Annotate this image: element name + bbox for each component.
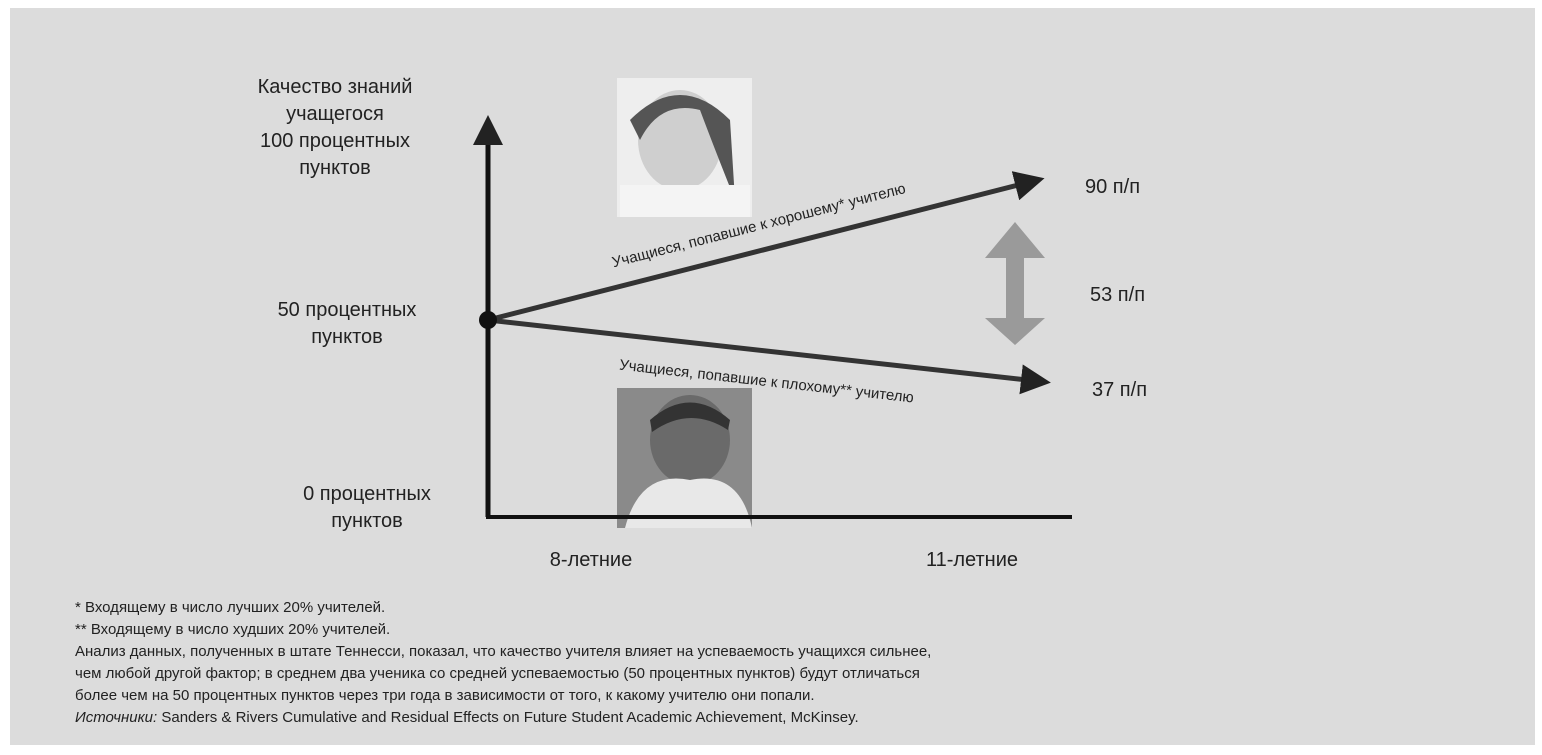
- source: Источники: Sanders & Rivers Cumulative a…: [75, 709, 859, 726]
- arrow-good: [487, 171, 1045, 323]
- gap-arrow: [985, 222, 1045, 345]
- y-title: пунктов: [299, 157, 371, 179]
- photo-girl: [617, 78, 752, 217]
- gap-value: 53 п/п: [1090, 284, 1145, 306]
- note: Анализ данных, полученных в штате Теннес…: [75, 643, 931, 660]
- y-title: 100 процентных: [260, 130, 410, 152]
- x-label: 11-летние: [926, 549, 1018, 571]
- note: * Входящему в число лучших 20% учителей.: [75, 599, 385, 616]
- y-label-mid: 50 процентных: [278, 299, 417, 321]
- panel: [10, 8, 1535, 745]
- note: более чем на 50 процентных пунктов через…: [75, 687, 815, 704]
- y-label-bottom: 0 процентных: [303, 483, 431, 505]
- note: ** Входящему в число худших 20% учителей…: [75, 621, 390, 638]
- y-label-bottom: пунктов: [331, 510, 403, 532]
- source-text: Sanders & Rivers Cumulative and Residual…: [157, 709, 858, 726]
- end-value: 90 п/п: [1085, 176, 1140, 198]
- y-title: Качество знаний: [258, 76, 413, 98]
- start-dot: [479, 311, 497, 329]
- arrow-bad: [487, 317, 1051, 395]
- photo-boy: [617, 388, 752, 528]
- source-label: Источники:: [75, 709, 157, 726]
- end-value: 37 п/п: [1092, 379, 1147, 401]
- y-title: учащегося: [286, 103, 384, 125]
- note: чем любой другой фактор; в среднем два у…: [75, 665, 920, 682]
- y-label-mid: пунктов: [311, 326, 383, 348]
- x-label: 8-летние: [550, 549, 632, 571]
